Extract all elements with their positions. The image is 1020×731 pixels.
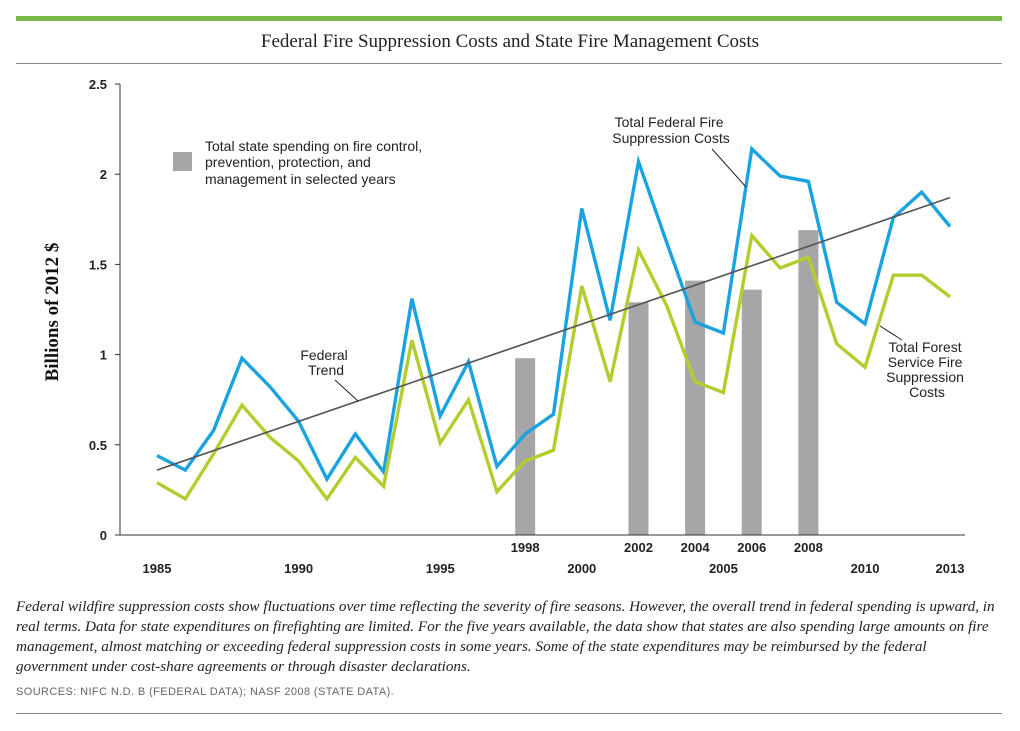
- state-bar-2008: [798, 230, 819, 535]
- y-tick-label-1: 1: [100, 348, 107, 363]
- forest-label-line-1: Total Forest: [888, 339, 961, 355]
- forest-label-line-4: Costs: [909, 384, 945, 400]
- state-bar-2002: [628, 302, 649, 535]
- federal-label-line-1: Total Federal Fire: [615, 114, 724, 130]
- x-tick-label-2000: 2000: [567, 561, 596, 576]
- federal-label-pointer: [711, 148, 747, 188]
- title-divider: [16, 63, 1002, 64]
- legend-line-2: prevention, protection, and: [205, 154, 371, 170]
- x-tick-label-2010: 2010: [851, 561, 880, 576]
- x-tick-label-2013: 2013: [936, 561, 965, 576]
- forest_service-series-line: [156, 231, 952, 502]
- state-bar-1998: [515, 358, 536, 535]
- x-tick-label-2008: 2008: [794, 540, 823, 555]
- legend-line-1: Total state spending on fire control,: [205, 138, 422, 154]
- legend-swatch-state: [173, 152, 192, 171]
- y-tick-label-0: 0: [100, 528, 107, 543]
- y-tick-label-2: 2: [100, 167, 107, 182]
- forest-label-line-3: Suppression: [886, 369, 964, 385]
- chart-caption: Federal wildfire suppression costs show …: [16, 598, 995, 675]
- x-tick-label-1998: 1998: [511, 540, 540, 555]
- trend-label-line-2: Trend: [308, 362, 344, 378]
- trend-label: Federal Trend: [300, 347, 351, 378]
- state-bar-2004: [685, 280, 706, 535]
- x-tick-label-2004: 2004: [681, 540, 711, 555]
- x-tick-label-2002: 2002: [624, 540, 653, 555]
- plot-area: 0 0.5 1 1.5 2 2.5 1998 2002 2004 2006 2008 1985 1990…: [89, 77, 965, 576]
- y-axis-title: Billions of 2012 $: [42, 243, 63, 382]
- x-tick-label-1985: 1985: [143, 561, 172, 576]
- y-tick-label-2.5: 2.5: [89, 77, 107, 92]
- forest-service-series-label: Total Forest Service Fire Suppression Co…: [886, 339, 968, 400]
- forest-label-pointer: [879, 325, 903, 341]
- x-tick-label-2006: 2006: [737, 540, 766, 555]
- federal-series-line: [156, 145, 952, 483]
- x-tick-label-1990: 1990: [284, 561, 313, 576]
- y-tick-label-0.5: 0.5: [89, 438, 107, 453]
- legend-line-3: management in selected years: [205, 171, 396, 187]
- x-tick-label-2005: 2005: [709, 561, 738, 576]
- state-bar-2006: [741, 289, 762, 535]
- sources-note: SOURCES: NIFC N.D. B (FEDERAL DATA); NAS…: [16, 686, 395, 698]
- federal-series-label: Total Federal Fire Suppression Costs: [612, 114, 730, 146]
- federal-trend-line: [156, 196, 951, 471]
- x-tick-label-1995: 1995: [426, 561, 455, 576]
- forest-label-line-2: Service Fire: [888, 354, 963, 370]
- cost-chart: 0 0.5 1 1.5 2 2.5 1998 2002 2004 2006 2008 1985 1990…: [42, 77, 968, 576]
- legend-state-label: Total state spending on fire control, pr…: [205, 138, 426, 187]
- y-tick-label-1.5: 1.5: [89, 257, 107, 272]
- federal-label-line-2: Suppression Costs: [612, 130, 730, 146]
- trend-label-pointer: [334, 379, 359, 402]
- chart-title: Federal Fire Suppression Costs and State…: [260, 31, 760, 52]
- trend-label-line-1: Federal: [300, 347, 347, 363]
- bottom-divider: [16, 713, 1002, 714]
- top-accent-rule: [16, 16, 1002, 21]
